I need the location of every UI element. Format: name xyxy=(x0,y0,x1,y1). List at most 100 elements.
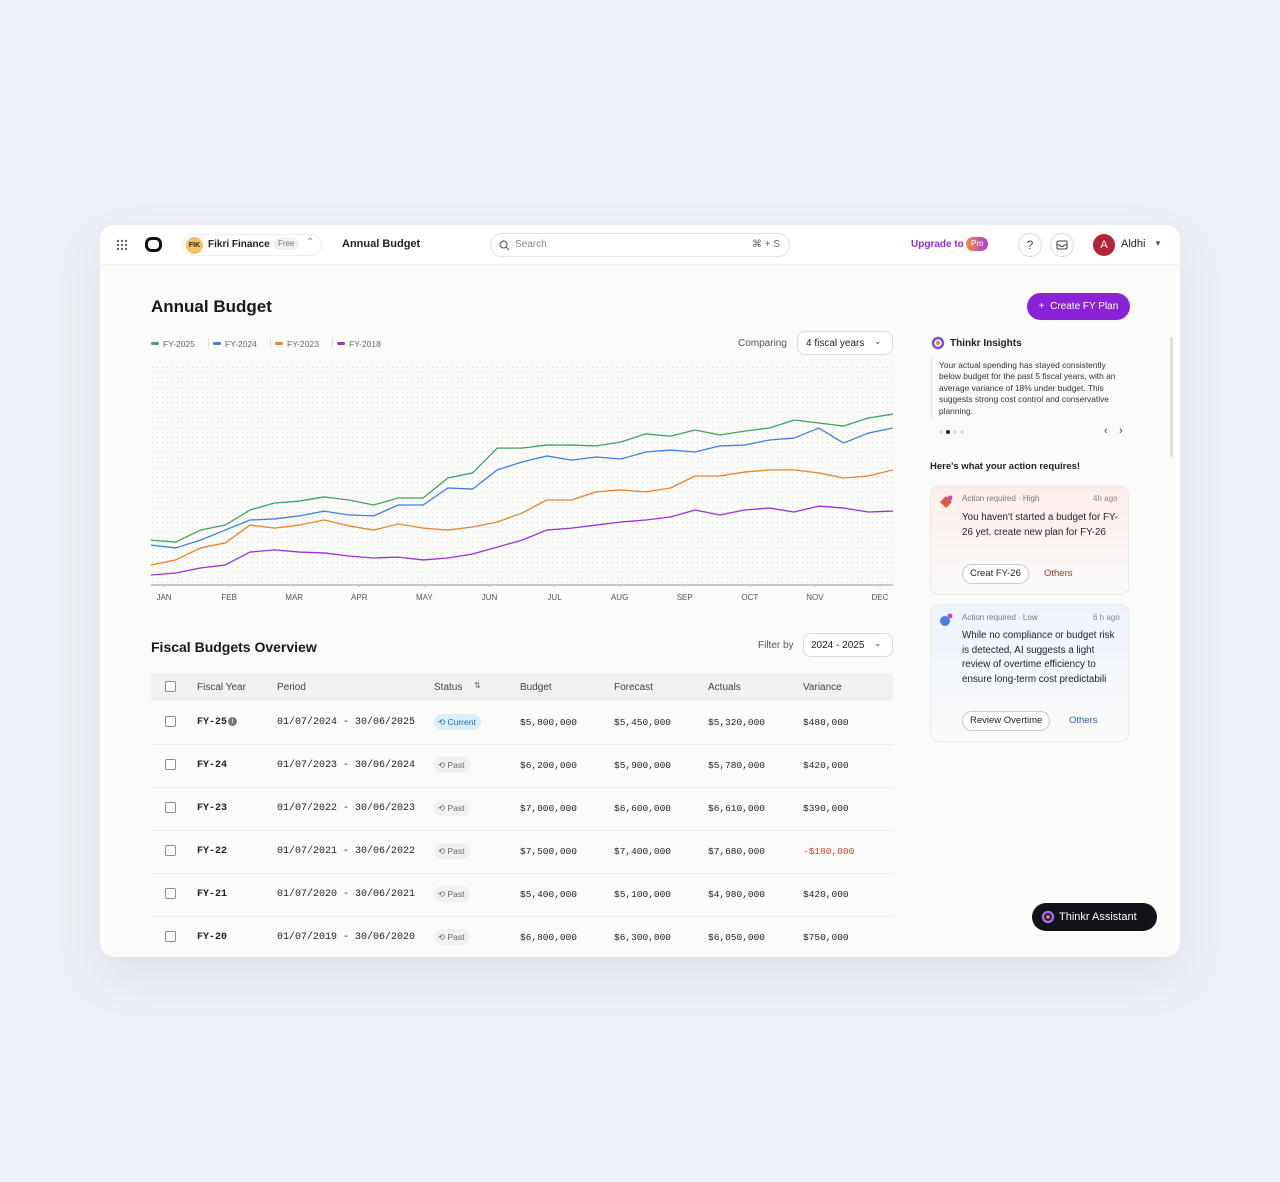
overview-title: Fiscal Budgets Overview xyxy=(151,639,317,655)
next-arrow[interactable]: › xyxy=(1119,425,1123,437)
comparing-select[interactable] xyxy=(797,331,893,355)
row-separator xyxy=(151,873,893,874)
chevron: ⌄ xyxy=(874,638,882,648)
legend-swatch xyxy=(337,342,345,345)
quote-bar xyxy=(931,358,932,418)
cell: $390,000 xyxy=(803,803,849,814)
column-header: Fiscal Year xyxy=(197,682,246,693)
cell: $5,400,000 xyxy=(520,889,578,900)
actions-heading: Here's what your action requires! xyxy=(930,461,1081,472)
cell: $4,980,000 xyxy=(708,889,766,900)
action-secondary[interactable]: Others xyxy=(1069,715,1098,726)
comparing-value: 4 fiscal years xyxy=(806,338,865,349)
insights-icon xyxy=(931,336,945,350)
carousel-dots[interactable] xyxy=(938,428,968,436)
status-badge: ⟲ Past xyxy=(434,800,470,816)
cell: $6,200,000 xyxy=(520,760,578,771)
action-meta: Action required · High xyxy=(962,494,1040,503)
chevron: ⌄ xyxy=(874,336,882,346)
user-caret: ▼ xyxy=(1154,239,1162,248)
cell: $5,100,000 xyxy=(614,889,672,900)
legend-swatch xyxy=(213,342,221,345)
app-window: FIK Fikri Finance Free ⌃ Annual Budget S… xyxy=(100,225,1180,957)
budget-table: Fiscal Year Period Status Budget Forecast Act… xyxy=(151,673,893,957)
column-header: Period xyxy=(277,682,306,693)
action-secondary[interactable]: Others xyxy=(1044,568,1073,579)
search-shortcut: ⌘ + S xyxy=(752,239,781,250)
status-text: Past xyxy=(447,803,465,813)
insights-text: Your actual spending has stayed consiste… xyxy=(939,360,1116,416)
column-header: Variance xyxy=(803,682,842,693)
row-separator xyxy=(151,916,893,917)
action-time: 6 h ago xyxy=(1093,613,1120,622)
cell: 01/07/2024 - 30/06/2025 xyxy=(277,717,416,728)
checkbox[interactable] xyxy=(165,888,176,899)
filter-select[interactable] xyxy=(803,633,893,657)
cell: $5,320,000 xyxy=(708,717,766,728)
legend-label: FY-2024 xyxy=(225,339,257,349)
apps-icon[interactable] xyxy=(116,239,128,251)
info-icon: i xyxy=(228,717,237,726)
action-primary[interactable]: Review Overtime xyxy=(962,711,1051,731)
filter-value: 2024 - 2025 xyxy=(811,640,865,651)
page-title: Annual Budget xyxy=(151,297,272,316)
cell: $750,000 xyxy=(803,932,849,943)
cell: -$180,000 xyxy=(803,846,855,857)
cell: $7,500,000 xyxy=(520,846,578,857)
column-header: Budget xyxy=(520,682,552,693)
cell: $5,900,000 xyxy=(614,760,672,771)
checkbox[interactable] xyxy=(165,802,176,813)
cell: $480,000 xyxy=(803,717,849,728)
action-meta: Action required · Low xyxy=(962,613,1038,622)
insights-title: Thinkr Insights xyxy=(950,338,1022,349)
cell: FY-21 xyxy=(197,889,228,900)
upgrade-link[interactable]: Upgrade to xyxy=(911,239,964,250)
action-text: While no compliance or budget risk is de… xyxy=(962,630,1115,685)
prev-arrow[interactable]: ‹ xyxy=(1104,425,1108,437)
cell: $7,680,000 xyxy=(708,846,766,857)
status-icon: ⟲ xyxy=(438,889,448,899)
legend-separator xyxy=(332,338,333,348)
status-icon: ⟲ xyxy=(438,760,448,770)
cell: FY-20 xyxy=(197,932,228,943)
avatar[interactable]: A xyxy=(1093,234,1115,256)
user-name[interactable]: Aldhi xyxy=(1121,238,1146,250)
legend-label: FY-2018 xyxy=(349,339,381,349)
status-badge: ⟲ Current xyxy=(434,714,481,730)
checkbox[interactable] xyxy=(165,716,176,727)
sort-icon: ⇅ xyxy=(474,681,481,690)
checkbox[interactable] xyxy=(165,931,176,942)
cell: $5,450,000 xyxy=(614,717,672,728)
status-text: Past xyxy=(447,932,465,942)
cell: FY-22 xyxy=(197,846,228,857)
cell: $6,300,000 xyxy=(614,932,672,943)
checkbox[interactable] xyxy=(165,681,176,692)
checkbox[interactable] xyxy=(165,845,176,856)
cell: $420,000 xyxy=(803,889,849,900)
table-header xyxy=(151,673,893,701)
checkbox[interactable] xyxy=(165,759,176,770)
logo[interactable] xyxy=(145,237,163,253)
search-box[interactable] xyxy=(490,233,790,257)
status-icon: ⟲ xyxy=(438,932,448,942)
pro-badge: Pro xyxy=(966,237,989,251)
priority-icon xyxy=(940,613,953,626)
legend-label: FY-2025 xyxy=(163,339,195,349)
cell: $6,600,000 xyxy=(614,803,672,814)
action-primary[interactable]: Creat FY-26 xyxy=(962,564,1029,584)
status-text: Current xyxy=(447,717,476,727)
help-button[interactable]: ? xyxy=(1018,233,1042,257)
status-text: Past xyxy=(447,889,465,899)
status-badge: ⟲ Past xyxy=(434,886,470,902)
action-time: 4h ago xyxy=(1093,494,1118,503)
cell: FY-24 xyxy=(197,760,228,771)
cell: 01/07/2021 - 30/06/2022 xyxy=(277,846,416,857)
create-plan-button[interactable]: + Create FY Plan xyxy=(1027,293,1130,320)
plan-badge: Free xyxy=(273,238,300,250)
cell: $5,800,000 xyxy=(520,717,578,728)
status-badge: ⟲ Past xyxy=(434,757,470,773)
cell: $7,000,000 xyxy=(520,803,578,814)
inbox-button[interactable] xyxy=(1050,233,1074,257)
legend-separator xyxy=(270,338,271,348)
